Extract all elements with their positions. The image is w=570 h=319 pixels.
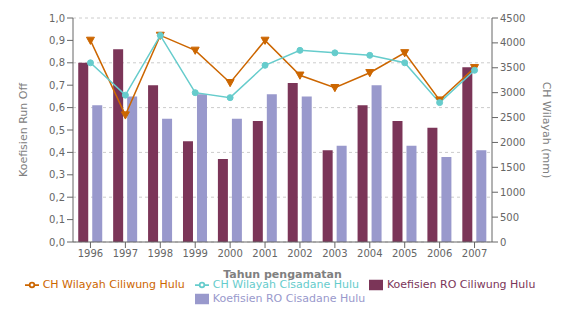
svg-text:2002: 2002 bbox=[287, 248, 312, 259]
svg-text:0,4: 0,4 bbox=[49, 147, 65, 158]
svg-text:3500: 3500 bbox=[500, 62, 525, 73]
svg-text:2500: 2500 bbox=[500, 112, 525, 123]
svg-text:0,7: 0,7 bbox=[49, 80, 65, 91]
svg-text:1996: 1996 bbox=[78, 248, 103, 259]
svg-text:Tahun pengamatan: Tahun pengamatan bbox=[223, 268, 342, 281]
svg-text:500: 500 bbox=[500, 212, 519, 223]
svg-text:2005: 2005 bbox=[392, 248, 417, 259]
html-text:Koefisien RO Cisadane Hulu: Koefisien RO Cisadane Hulu bbox=[212, 292, 366, 305]
svg-text:1500: 1500 bbox=[500, 162, 525, 173]
svg-text:Koefisien Run Off: Koefisien Run Off bbox=[17, 83, 30, 177]
svg-text:0,8: 0,8 bbox=[49, 57, 65, 68]
svg-text:1998: 1998 bbox=[148, 248, 173, 259]
svg-text:4000: 4000 bbox=[500, 37, 525, 48]
svg-text:0,0: 0,0 bbox=[49, 237, 65, 248]
svg-text:2006: 2006 bbox=[427, 248, 452, 259]
svg-text:0,1: 0,1 bbox=[49, 214, 65, 225]
svg-text:1,0: 1,0 bbox=[49, 13, 65, 24]
svg-text:2007: 2007 bbox=[462, 248, 487, 259]
svg-text:3000: 3000 bbox=[500, 87, 525, 98]
svg-text:2000: 2000 bbox=[500, 137, 525, 148]
svg-text:2001: 2001 bbox=[252, 248, 277, 259]
html-text:Koefisien RO Ciliwung Hulu: Koefisien RO Ciliwung Hulu bbox=[386, 278, 536, 291]
svg-text:0,3: 0,3 bbox=[49, 169, 65, 180]
svg-text:0,6: 0,6 bbox=[49, 102, 65, 113]
svg-text:CH Wilayah (mm): CH Wilayah (mm) bbox=[540, 82, 553, 179]
svg-text:4500: 4500 bbox=[500, 13, 525, 24]
svg-text:2000: 2000 bbox=[217, 248, 242, 259]
svg-text:1000: 1000 bbox=[500, 187, 525, 198]
svg-text:0,9: 0,9 bbox=[49, 35, 65, 46]
svg-text:0,5: 0,5 bbox=[49, 125, 65, 136]
svg-text:1999: 1999 bbox=[182, 248, 207, 259]
svg-text:2004: 2004 bbox=[357, 248, 382, 259]
html-text:CH Wilayah Cisadane Hulu: CH Wilayah Cisadane Hulu bbox=[212, 278, 359, 291]
svg-text:0: 0 bbox=[500, 237, 506, 248]
svg-text:2003: 2003 bbox=[322, 248, 347, 259]
svg-text:0,2: 0,2 bbox=[49, 192, 65, 203]
svg-text:1997: 1997 bbox=[113, 248, 138, 259]
html-text:CH Wilayah Ciliwung Hulu: CH Wilayah Ciliwung Hulu bbox=[42, 278, 185, 291]
